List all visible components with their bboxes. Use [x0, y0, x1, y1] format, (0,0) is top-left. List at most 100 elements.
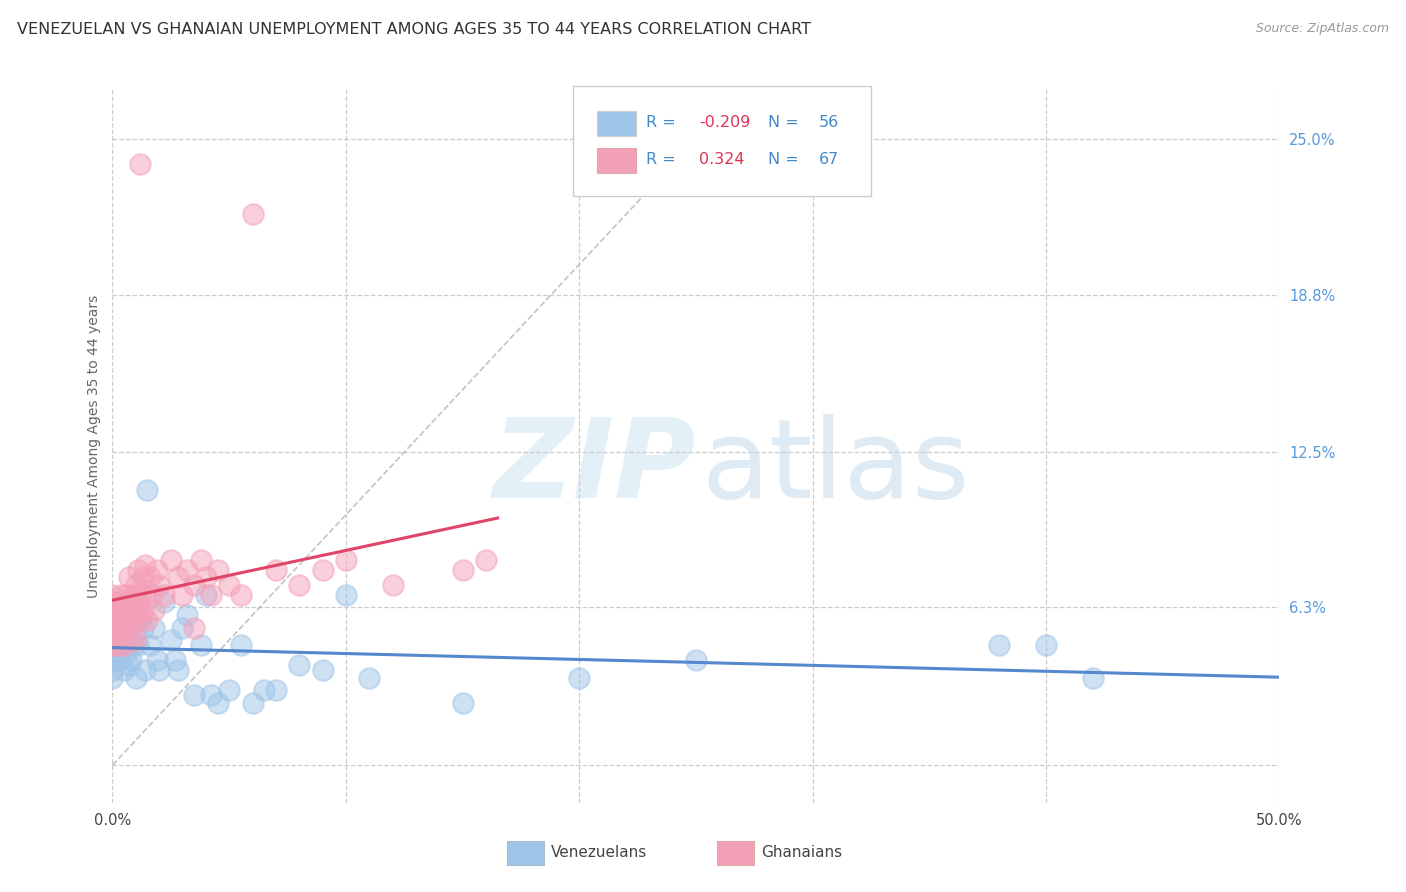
Point [118, 595, 141, 609]
Point [120, 603, 142, 617]
Text: Source: ZipAtlas.com: Source: ZipAtlas.com [1256, 22, 1389, 36]
Point [129, 613, 152, 627]
Text: -0.209: -0.209 [699, 115, 751, 130]
Point [335, 553, 357, 567]
Point [264, 683, 287, 698]
Point [172, 621, 194, 635]
Point [101, 638, 124, 652]
Point [125, 621, 148, 635]
Point [108, 638, 131, 652]
Point [134, 663, 156, 677]
Point [112, 621, 135, 635]
Point [451, 563, 474, 577]
Text: R =: R = [645, 115, 681, 130]
Point [218, 578, 240, 592]
Point [127, 638, 149, 652]
Point [120, 607, 142, 622]
Point [200, 688, 222, 702]
Point [111, 613, 134, 627]
FancyBboxPatch shape [596, 112, 637, 136]
Point [183, 578, 205, 592]
Point [288, 578, 311, 592]
FancyBboxPatch shape [596, 148, 637, 173]
Point [139, 570, 162, 584]
Point [111, 588, 134, 602]
Text: 0.324: 0.324 [699, 153, 745, 168]
Point [115, 588, 138, 602]
FancyBboxPatch shape [717, 840, 755, 865]
Point [129, 157, 152, 171]
Point [136, 582, 159, 597]
Point [264, 563, 287, 577]
Point [105, 621, 128, 635]
Point [101, 621, 124, 635]
Point [125, 633, 148, 648]
Point [194, 588, 217, 602]
Point [101, 638, 124, 652]
Point [122, 588, 145, 602]
Point [118, 570, 141, 584]
Point [101, 663, 124, 677]
Point [166, 570, 188, 584]
Point [146, 653, 169, 667]
Point [129, 603, 152, 617]
Point [101, 607, 124, 622]
Point [122, 638, 145, 652]
Point [153, 595, 176, 609]
Point [112, 633, 135, 648]
Point [176, 607, 198, 622]
Point [134, 558, 156, 572]
Point [183, 688, 205, 702]
Point [183, 621, 205, 635]
Point [218, 683, 240, 698]
Point [207, 563, 229, 577]
Point [451, 696, 474, 710]
Point [200, 588, 222, 602]
Point [101, 671, 124, 685]
Point [105, 595, 128, 609]
Point [568, 671, 591, 685]
FancyBboxPatch shape [574, 86, 872, 196]
Point [111, 621, 134, 635]
Point [112, 663, 135, 677]
Point [101, 595, 124, 609]
Point [685, 653, 707, 667]
Point [229, 588, 252, 602]
Point [132, 603, 155, 617]
Point [115, 613, 138, 627]
Point [101, 613, 124, 627]
Text: Ghanaians: Ghanaians [761, 845, 842, 860]
Point [108, 653, 131, 667]
Point [311, 663, 333, 677]
Text: ZIP: ZIP [492, 414, 696, 521]
Point [146, 563, 169, 577]
Point [165, 653, 187, 667]
Point [105, 638, 128, 652]
Point [153, 588, 176, 602]
Point [101, 628, 124, 642]
Point [194, 570, 217, 584]
Point [122, 613, 145, 627]
FancyBboxPatch shape [508, 840, 544, 865]
Point [118, 658, 141, 673]
Point [136, 613, 159, 627]
Point [125, 603, 148, 617]
Point [101, 653, 124, 667]
Point [101, 633, 124, 648]
Point [112, 638, 135, 652]
Point [120, 653, 142, 667]
Text: VENEZUELAN VS GHANAIAN UNEMPLOYMENT AMONG AGES 35 TO 44 YEARS CORRELATION CHART: VENEZUELAN VS GHANAIAN UNEMPLOYMENT AMON… [17, 22, 811, 37]
Point [136, 483, 159, 497]
Point [127, 595, 149, 609]
Point [132, 621, 155, 635]
Point [242, 696, 264, 710]
Text: Venezuelans: Venezuelans [551, 845, 648, 860]
Point [148, 663, 170, 677]
Point [127, 563, 149, 577]
Point [129, 588, 152, 602]
Point [139, 638, 162, 652]
Point [120, 633, 142, 648]
Point [229, 638, 252, 652]
Point [101, 621, 124, 635]
Text: R =: R = [645, 153, 686, 168]
